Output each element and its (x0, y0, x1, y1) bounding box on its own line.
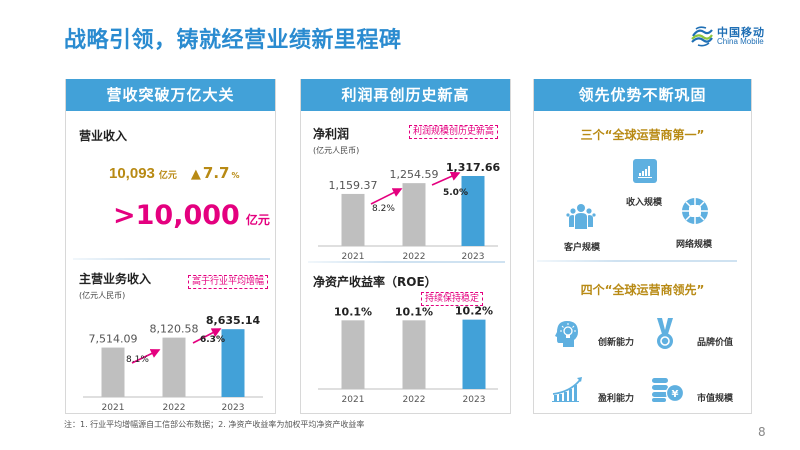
growth-label: 8.1% (126, 355, 149, 365)
growth-arrow (370, 188, 403, 205)
bar-value-label: 7,514.09 (89, 333, 138, 346)
bar-2021 (341, 193, 365, 246)
growth-label: 6.3% (200, 335, 225, 345)
growth-label: 5.0% (443, 188, 468, 198)
medal-icon (657, 318, 673, 349)
main-revenue-label: 主营业务收入 (79, 272, 152, 286)
bar-2022 (402, 320, 426, 389)
item-network-scale: 网络规模 (676, 240, 713, 250)
panel-revenue-header: 营收突破万亿大关 (66, 79, 275, 111)
coins-yuan-icon: ¥ (652, 378, 684, 403)
triangle-up-icon: ▲ (190, 167, 201, 182)
growth-arrow (192, 328, 222, 344)
item-revenue-scale: 收入规模 (626, 198, 663, 208)
growth-arrow (131, 349, 161, 364)
x-tick-label: 2022 (403, 395, 426, 405)
x-tick-label: 2023 (463, 395, 486, 405)
china-mobile-logo: 中国移动 China Mobile (690, 22, 790, 52)
bar-value-label: 1,254.59 (390, 168, 439, 181)
x-tick-label: 2021 (102, 403, 125, 413)
panel-advantages-header: 领先优势不断巩固 (534, 79, 751, 111)
item-market-cap: 市值规模 (697, 394, 734, 404)
item-innovation: 创新能力 (598, 338, 635, 348)
bar-2021 (101, 347, 125, 397)
main-revenue-tag: 高于行业平均增幅 (188, 275, 269, 289)
growth-chart-icon (552, 377, 582, 402)
main-revenue-chart: 7,514.09 2021 8,120.58 2022 8,635.14 2023 8.1%… (83, 314, 263, 413)
panel-divider (73, 258, 270, 260)
net-profit-chart: 1,159.37 2021 1,254.59 2022 1,317.66 2023 8.2%… (318, 161, 501, 262)
panel-divider (308, 261, 505, 263)
revenue-figure: 10,093 亿元 ▲ 7.7% (109, 163, 240, 182)
x-tick-label: 2022 (163, 403, 186, 413)
bar-value-label: 10.1% (395, 305, 433, 318)
bar-value-label: 1,317.66 (446, 161, 501, 174)
footnote: 注：1. 行业平均增幅源自工信部公布数据；2. 净资产收益率为加权平均净资产收益… (64, 420, 365, 429)
net-profit-unit-note: (亿元人民币) (313, 146, 360, 155)
roe-label: 净资产收益率（ROE） (313, 275, 437, 289)
roe-tag: 持续保持稳定 (421, 292, 484, 306)
bar-value-label: 1,159.37 (329, 179, 378, 192)
logo-text-cn: 中国移动 (717, 26, 765, 39)
item-customer-scale: 客户规模 (564, 243, 601, 253)
x-tick-label: 2021 (342, 252, 365, 262)
x-tick-label: 2023 (222, 403, 245, 413)
section1-heading: 三个“全球运营商第一” (580, 128, 705, 142)
people-group-icon (566, 204, 596, 229)
roe-chart: 10.1% 2021 10.1% 2022 10.2% 2023 (318, 305, 498, 405)
x-tick-label: 2023 (462, 252, 485, 262)
net-profit-label: 净利润 (313, 127, 350, 141)
panel-profit-header: 利润再创历史新高 (301, 79, 510, 111)
svg-text:¥: ¥ (672, 389, 679, 400)
china-mobile-logo-icon (691, 26, 713, 47)
milestone-unit: 亿元 (245, 213, 270, 227)
revenue-unit: 亿元 (158, 171, 177, 181)
bar-2022 (162, 337, 186, 397)
bar-value-label: 8,120.58 (150, 323, 199, 336)
bar-value-label: 8,635.14 (206, 314, 261, 327)
revenue-growth-unit: % (231, 171, 240, 180)
page-title: 战略引领，铸就经营业绩新里程碑 (64, 28, 402, 53)
page-number: 8 (758, 425, 766, 439)
panel-divider (537, 260, 737, 262)
section2-heading: 四个“全球运营商领先” (580, 283, 705, 297)
x-tick-label: 2022 (403, 252, 426, 262)
bar-2022 (402, 183, 426, 246)
panel-revenue: 营收突破万亿大关 营业收入 10,093 亿元 ▲ 7.7% >10,000 亿元 主营… (65, 79, 276, 414)
bar-2021 (341, 320, 365, 389)
bar-chart-icon (633, 159, 657, 183)
bar-value-label: 10.1% (334, 305, 372, 318)
lightbulb-head-icon (555, 321, 578, 347)
main-revenue-unit-note: (亿元人民币) (79, 291, 126, 300)
x-tick-label: 2021 (342, 395, 365, 405)
growth-arrow (431, 171, 461, 186)
bar-2023 (461, 175, 485, 246)
bar-2023 (221, 329, 245, 397)
logo-text-en: China Mobile (717, 37, 764, 46)
revenue-label: 营业收入 (79, 129, 128, 143)
revenue-value: 10,093 (109, 165, 155, 182)
panel-profit: 利润再创历史新高 净利润 (亿元人民币) 利润规模创历史新高 1,159.37 2… (300, 79, 511, 414)
network-globe-icon (682, 198, 708, 224)
item-profitability: 盈利能力 (598, 394, 635, 404)
revenue-milestone: >10,000 亿元 (113, 200, 270, 231)
net-profit-tag: 利润规模创历史新高 (409, 125, 499, 139)
milestone-value: >10,000 (113, 200, 240, 231)
bar-2023 (462, 319, 486, 389)
panel-advantages: 领先优势不断巩固 三个“全球运营商第一” 收入规模 客户规模 网络规模 四个“全… (533, 79, 752, 414)
growth-label: 8.2% (372, 204, 395, 214)
bar-value-label: 10.2% (455, 305, 493, 318)
revenue-growth: 7.7 (202, 164, 230, 182)
item-brand-value: 品牌价值 (697, 338, 734, 348)
